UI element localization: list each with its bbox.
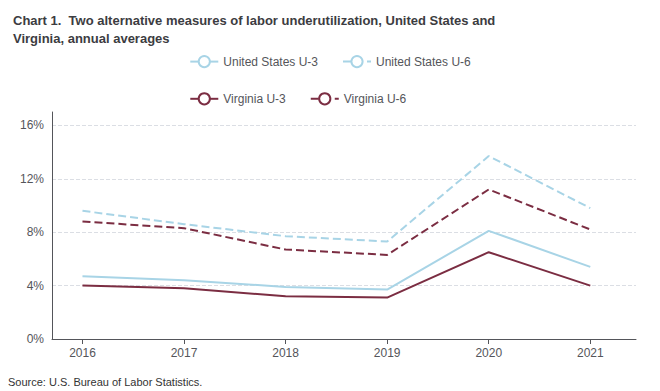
- svg-text:8%: 8%: [27, 225, 45, 239]
- svg-text:2017: 2017: [171, 346, 198, 360]
- svg-text:2019: 2019: [374, 346, 401, 360]
- svg-text:2018: 2018: [272, 346, 299, 360]
- svg-text:16%: 16%: [20, 118, 44, 132]
- svg-text:2016: 2016: [69, 346, 96, 360]
- svg-text:United States U-6: United States U-6: [376, 55, 471, 69]
- svg-text:2021: 2021: [577, 346, 604, 360]
- svg-text:Chart 1. Two alternative meas: Chart 1. Two alternative measures of lab…: [13, 13, 495, 28]
- svg-text:Virginia U-3: Virginia U-3: [223, 92, 286, 106]
- svg-text:12%: 12%: [20, 172, 44, 186]
- svg-text:Virginia U-6: Virginia U-6: [344, 92, 407, 106]
- svg-text:Source: U.S. Bureau of Labor S: Source: U.S. Bureau of Labor Statistics.: [8, 376, 202, 388]
- svg-text:0%: 0%: [27, 332, 45, 346]
- svg-text:United States U-3: United States U-3: [223, 55, 318, 69]
- svg-text:2020: 2020: [475, 346, 502, 360]
- svg-text:4%: 4%: [27, 279, 45, 293]
- svg-text:Virginia, annual averages: Virginia, annual averages: [13, 31, 170, 46]
